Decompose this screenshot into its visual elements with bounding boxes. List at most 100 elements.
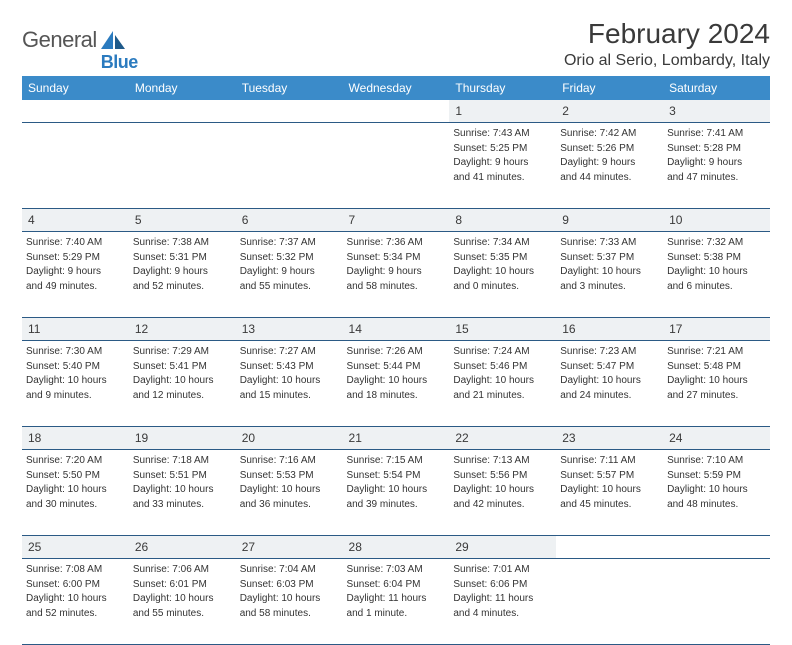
daynum-row: 45678910 (22, 209, 770, 232)
day-number-cell: 26 (129, 536, 236, 559)
day-details: Sunrise: 7:24 AMSunset: 5:46 PMDaylight:… (453, 345, 552, 402)
day-content-cell: Sunrise: 7:10 AMSunset: 5:59 PMDaylight:… (663, 450, 770, 536)
sunrise-text: Sunrise: 7:13 AM (453, 454, 552, 468)
sunrise-text: Sunrise: 7:16 AM (240, 454, 339, 468)
day-number-cell: 19 (129, 427, 236, 450)
daylight2-text: and 33 minutes. (133, 498, 232, 512)
sunset-text: Sunset: 5:56 PM (453, 469, 552, 483)
sunrise-text: Sunrise: 7:21 AM (667, 345, 766, 359)
daylight1-text: Daylight: 11 hours (453, 592, 552, 606)
sunset-text: Sunset: 5:31 PM (133, 251, 232, 265)
sunrise-text: Sunrise: 7:23 AM (560, 345, 659, 359)
day-number-cell (22, 100, 129, 123)
day-details: Sunrise: 7:43 AMSunset: 5:25 PMDaylight:… (453, 127, 552, 184)
sunset-text: Sunset: 5:29 PM (26, 251, 125, 265)
day-details: Sunrise: 7:13 AMSunset: 5:56 PMDaylight:… (453, 454, 552, 511)
day-content-cell: Sunrise: 7:04 AMSunset: 6:03 PMDaylight:… (236, 559, 343, 645)
logo: General Blue (22, 18, 140, 61)
content-row: Sunrise: 7:40 AMSunset: 5:29 PMDaylight:… (22, 232, 770, 318)
sunrise-text: Sunrise: 7:06 AM (133, 563, 232, 577)
day-number: 29 (455, 540, 468, 554)
header: General Blue February 2024 Orio al Serio… (22, 18, 770, 70)
day-number: 23 (562, 431, 575, 445)
day-number: 8 (455, 213, 462, 227)
day-content-cell (22, 123, 129, 209)
day-number-cell: 27 (236, 536, 343, 559)
day-details: Sunrise: 7:42 AMSunset: 5:26 PMDaylight:… (560, 127, 659, 184)
day-number-cell: 4 (22, 209, 129, 232)
day-content-cell (343, 123, 450, 209)
sunset-text: Sunset: 5:54 PM (347, 469, 446, 483)
sunrise-text: Sunrise: 7:03 AM (347, 563, 446, 577)
day-content-cell: Sunrise: 7:08 AMSunset: 6:00 PMDaylight:… (22, 559, 129, 645)
daylight1-text: Daylight: 9 hours (240, 265, 339, 279)
sunrise-text: Sunrise: 7:15 AM (347, 454, 446, 468)
day-details: Sunrise: 7:41 AMSunset: 5:28 PMDaylight:… (667, 127, 766, 184)
day-details: Sunrise: 7:16 AMSunset: 5:53 PMDaylight:… (240, 454, 339, 511)
daynum-row: 11121314151617 (22, 318, 770, 341)
logo-text-general: General (22, 27, 97, 53)
day-content-cell: Sunrise: 7:23 AMSunset: 5:47 PMDaylight:… (556, 341, 663, 427)
daylight2-text: and 55 minutes. (133, 607, 232, 621)
content-row: Sunrise: 7:20 AMSunset: 5:50 PMDaylight:… (22, 450, 770, 536)
day-details: Sunrise: 7:20 AMSunset: 5:50 PMDaylight:… (26, 454, 125, 511)
content-row: Sunrise: 7:43 AMSunset: 5:25 PMDaylight:… (22, 123, 770, 209)
day-content-cell: Sunrise: 7:21 AMSunset: 5:48 PMDaylight:… (663, 341, 770, 427)
sunrise-text: Sunrise: 7:30 AM (26, 345, 125, 359)
day-number-cell: 24 (663, 427, 770, 450)
daylight1-text: Daylight: 10 hours (133, 483, 232, 497)
day-details: Sunrise: 7:04 AMSunset: 6:03 PMDaylight:… (240, 563, 339, 620)
calendar-table: Sunday Monday Tuesday Wednesday Thursday… (22, 76, 770, 645)
day-number-cell: 18 (22, 427, 129, 450)
daylight1-text: Daylight: 9 hours (453, 156, 552, 170)
day-number: 18 (28, 431, 41, 445)
day-number: 10 (669, 213, 682, 227)
day-number: 26 (135, 540, 148, 554)
sunset-text: Sunset: 6:06 PM (453, 578, 552, 592)
page-title: February 2024 (564, 18, 770, 50)
sunset-text: Sunset: 5:59 PM (667, 469, 766, 483)
daylight1-text: Daylight: 11 hours (347, 592, 446, 606)
sunrise-text: Sunrise: 7:10 AM (667, 454, 766, 468)
sunset-text: Sunset: 5:35 PM (453, 251, 552, 265)
day-details: Sunrise: 7:32 AMSunset: 5:38 PMDaylight:… (667, 236, 766, 293)
daylight2-text: and 36 minutes. (240, 498, 339, 512)
day-number-cell: 29 (449, 536, 556, 559)
day-details: Sunrise: 7:37 AMSunset: 5:32 PMDaylight:… (240, 236, 339, 293)
daylight1-text: Daylight: 10 hours (560, 483, 659, 497)
daylight1-text: Daylight: 10 hours (26, 483, 125, 497)
sunset-text: Sunset: 5:47 PM (560, 360, 659, 374)
sunrise-text: Sunrise: 7:34 AM (453, 236, 552, 250)
weekday-header: Tuesday (236, 76, 343, 100)
day-content-cell: Sunrise: 7:15 AMSunset: 5:54 PMDaylight:… (343, 450, 450, 536)
day-number-cell: 28 (343, 536, 450, 559)
daylight1-text: Daylight: 10 hours (453, 374, 552, 388)
daylight2-text: and 1 minute. (347, 607, 446, 621)
day-details: Sunrise: 7:23 AMSunset: 5:47 PMDaylight:… (560, 345, 659, 402)
daylight1-text: Daylight: 10 hours (453, 265, 552, 279)
daylight1-text: Daylight: 10 hours (667, 374, 766, 388)
daylight1-text: Daylight: 10 hours (347, 374, 446, 388)
daylight2-text: and 18 minutes. (347, 389, 446, 403)
sunrise-text: Sunrise: 7:38 AM (133, 236, 232, 250)
day-content-cell: Sunrise: 7:16 AMSunset: 5:53 PMDaylight:… (236, 450, 343, 536)
day-details: Sunrise: 7:33 AMSunset: 5:37 PMDaylight:… (560, 236, 659, 293)
calendar-body: 123 Sunrise: 7:43 AMSunset: 5:25 PMDaylig… (22, 100, 770, 645)
daynum-row: 123 (22, 100, 770, 123)
day-number: 12 (135, 322, 148, 336)
sunset-text: Sunset: 5:53 PM (240, 469, 339, 483)
day-details: Sunrise: 7:34 AMSunset: 5:35 PMDaylight:… (453, 236, 552, 293)
day-details: Sunrise: 7:10 AMSunset: 5:59 PMDaylight:… (667, 454, 766, 511)
daynum-row: 18192021222324 (22, 427, 770, 450)
daylight2-text: and 41 minutes. (453, 171, 552, 185)
daylight1-text: Daylight: 10 hours (453, 483, 552, 497)
sunset-text: Sunset: 5:38 PM (667, 251, 766, 265)
daylight2-text: and 6 minutes. (667, 280, 766, 294)
day-details: Sunrise: 7:01 AMSunset: 6:06 PMDaylight:… (453, 563, 552, 620)
day-content-cell: Sunrise: 7:37 AMSunset: 5:32 PMDaylight:… (236, 232, 343, 318)
daylight1-text: Daylight: 10 hours (667, 483, 766, 497)
day-details: Sunrise: 7:03 AMSunset: 6:04 PMDaylight:… (347, 563, 446, 620)
weekday-header-row: Sunday Monday Tuesday Wednesday Thursday… (22, 76, 770, 100)
daylight2-text: and 39 minutes. (347, 498, 446, 512)
day-number: 28 (349, 540, 362, 554)
